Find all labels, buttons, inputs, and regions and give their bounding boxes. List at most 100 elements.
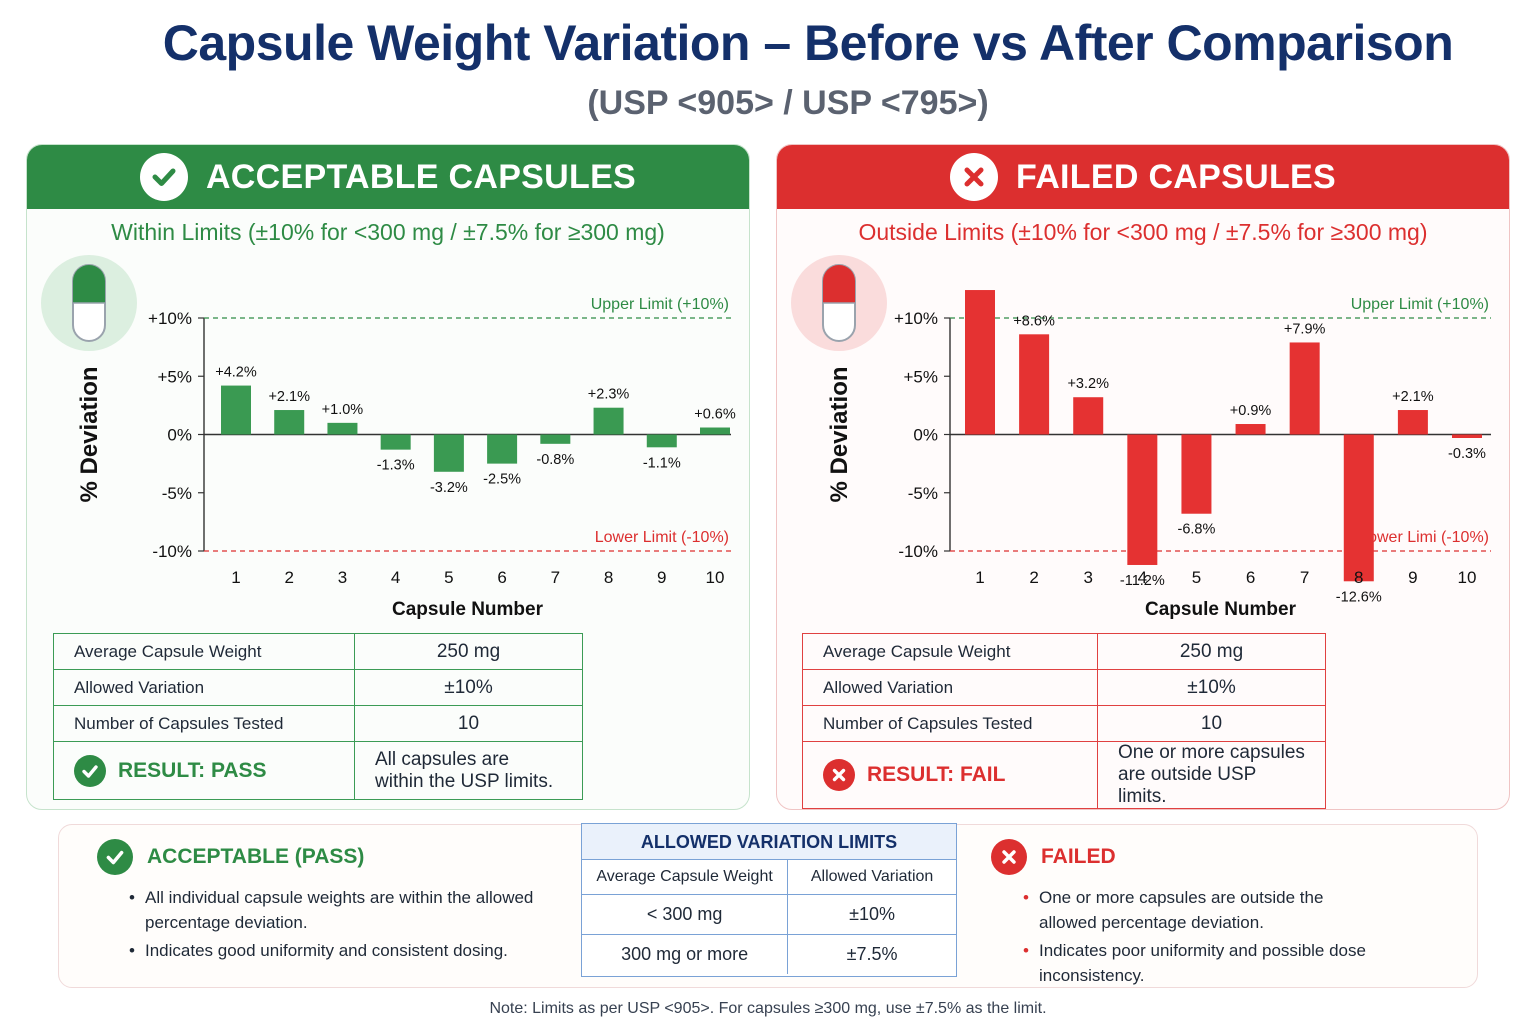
x-tick-label: 10 <box>1458 568 1477 587</box>
bar <box>700 427 730 435</box>
bar <box>965 290 995 435</box>
summary-value: 10 <box>1097 705 1326 742</box>
x-tick-label: 10 <box>706 568 725 587</box>
bar <box>487 434 518 464</box>
fail-explanation-list: One or more capsules are outside the all… <box>991 885 1371 988</box>
y-axis-label: % Deviation <box>76 366 103 502</box>
fail-explanation: FAILED One or more capsules are outside … <box>991 839 1371 991</box>
summary-row: Allowed Variation ±10% <box>53 669 583 706</box>
x-tick-label: 9 <box>657 568 666 587</box>
limits-variation-cell: ±10% <box>787 894 956 935</box>
summary-value: 250 mg <box>354 633 583 670</box>
limits-weight-cell: 300 mg or more <box>582 934 789 974</box>
x-circle-icon <box>950 153 998 201</box>
page-title: Capsule Weight Variation – Before vs Aft… <box>162 15 1454 71</box>
x-tick-label: 1 <box>975 568 984 587</box>
x-circle-icon <box>991 839 1027 875</box>
y-tick-label: +10% <box>148 309 192 328</box>
summary-label: Average Capsule Weight <box>53 633 355 670</box>
bar-data-label: +4.2% <box>215 365 257 381</box>
bar <box>1235 424 1266 435</box>
acceptable-deviation-chart: % Deviation +10% +5% 0% -5% -10% Upper Limit (… <box>76 296 736 620</box>
bar-data-label: +0.9% <box>1230 403 1272 419</box>
summary-label: Number of Capsules Tested <box>802 705 1098 742</box>
y-tick-label: +5% <box>158 367 193 386</box>
limits-header-variation: Allowed Variation <box>787 860 956 895</box>
bar <box>1127 434 1158 565</box>
x-tick-label: 9 <box>1408 568 1417 587</box>
summary-label: Allowed Variation <box>53 669 355 706</box>
x-tick-label: 5 <box>444 568 453 587</box>
bar-data-label: +7.9% <box>1284 321 1326 337</box>
explanation-box: ACCEPTABLE (PASS) All individual capsule… <box>58 823 1478 991</box>
x-tick-label: 4 <box>1138 568 1147 587</box>
y-tick-label: +10% <box>894 309 938 328</box>
acceptable-header: ACCEPTABLE CAPSULES <box>27 145 749 209</box>
summary-value: ±10% <box>354 669 583 706</box>
x-tick-label: 3 <box>1083 568 1092 587</box>
bar-data-label: -12.6% <box>1336 589 1382 605</box>
x-tick-label: 7 <box>551 568 560 587</box>
bar-data-label: -0.8% <box>536 452 574 468</box>
failed-header: FAILED CAPSULES <box>777 145 1509 209</box>
limits-weight-cell: < 300 mg <box>582 894 789 935</box>
allowed-variation-limits-table: ALLOWED VARIATION LIMITS Average Capsule… <box>581 823 957 977</box>
list-item: One or more capsules are outside the all… <box>1023 885 1371 935</box>
acceptable-criteria: Within Limits (±10% for <300 mg / ±7.5% … <box>111 219 665 245</box>
page-subtitle: (USP <905> / USP <795>) <box>587 84 989 122</box>
bar <box>1452 434 1482 438</box>
x-tick-label: 2 <box>284 568 293 587</box>
y-tick-label: -5% <box>162 484 192 503</box>
acceptable-heading: ACCEPTABLE CAPSULES <box>205 157 637 196</box>
bar <box>380 434 411 450</box>
bar-data-label: -3.2% <box>430 480 468 496</box>
bar <box>221 385 251 435</box>
limits-header-weight: Average Capsule Weight <box>582 860 789 895</box>
fail-explanation-title: FAILED <box>1041 845 1116 868</box>
acceptable-summary-table: Average Capsule Weight 250 mg Allowed Va… <box>53 633 583 800</box>
bar <box>646 434 677 448</box>
limits-variation-cell: ±7.5% <box>846 943 898 964</box>
x-tick-label: 3 <box>338 568 347 587</box>
summary-row: Number of Capsules Tested 10 <box>802 705 1326 742</box>
summary-value: ±10% <box>1097 669 1326 706</box>
x-axis-label: Capsule Number <box>1145 599 1297 620</box>
upper-limit-label: Upper Limit (+10%) <box>591 296 729 313</box>
footer-note: Note: Limits as per USP <905>. For capsu… <box>489 1000 1047 1017</box>
result-fail-label: RESULT: FAIL <box>867 763 1006 786</box>
summary-row: Average Capsule Weight 250 mg <box>53 633 583 670</box>
bar <box>540 434 571 444</box>
list-item: All individual capsule weights are withi… <box>129 885 557 935</box>
pass-explanation-list: All individual capsule weights are withi… <box>97 885 557 963</box>
list-item: Indicates good uniformity and consistent… <box>129 938 557 963</box>
bar <box>1181 434 1212 514</box>
summary-row: Number of Capsules Tested 10 <box>53 705 583 742</box>
result-pass-note: All capsules are within the USP limits. <box>354 741 583 800</box>
upper-limit-label: Upper Limit (+10%) <box>1351 296 1489 313</box>
bar-data-label: +8.6% <box>1013 313 1055 329</box>
bar <box>593 407 624 435</box>
y-tick-label: -10% <box>898 542 938 561</box>
summary-label: Number of Capsules Tested <box>53 705 355 742</box>
limits-title: ALLOWED VARIATION LIMITS <box>582 824 956 860</box>
y-axis-label: % Deviation <box>826 366 853 502</box>
bar-data-label: -1.3% <box>377 458 415 474</box>
y-tick-label: 0% <box>167 426 192 445</box>
bar <box>1397 410 1428 435</box>
result-row: RESULT: FAIL One or more capsules are ou… <box>802 741 1326 809</box>
acceptable-panel: ACCEPTABLE CAPSULES Within Limits (±10% … <box>26 144 750 810</box>
failed-summary-table: Average Capsule Weight 250 mg Allowed Va… <box>802 633 1326 809</box>
check-circle-icon <box>139 153 188 201</box>
limits-header-row: Average Capsule Weight Allowed Variation <box>582 860 956 895</box>
x-tick-label: 4 <box>391 568 400 587</box>
green-capsule-icon <box>41 255 137 351</box>
bar <box>274 410 305 435</box>
lower-limit-label: Lower Limi (-10%) <box>1359 529 1489 546</box>
x-tick-label: 5 <box>1192 568 1201 587</box>
summary-value: 10 <box>354 705 583 742</box>
summary-row: Allowed Variation ±10% <box>802 669 1326 706</box>
x-tick-label: 1 <box>231 568 240 587</box>
failed-deviation-chart: % Deviation +10% +5% 0% -5% -10% Upper Limit (… <box>826 285 1491 620</box>
bar-data-label: +2.1% <box>268 389 310 405</box>
bar-data-label: -2.5% <box>483 472 521 488</box>
